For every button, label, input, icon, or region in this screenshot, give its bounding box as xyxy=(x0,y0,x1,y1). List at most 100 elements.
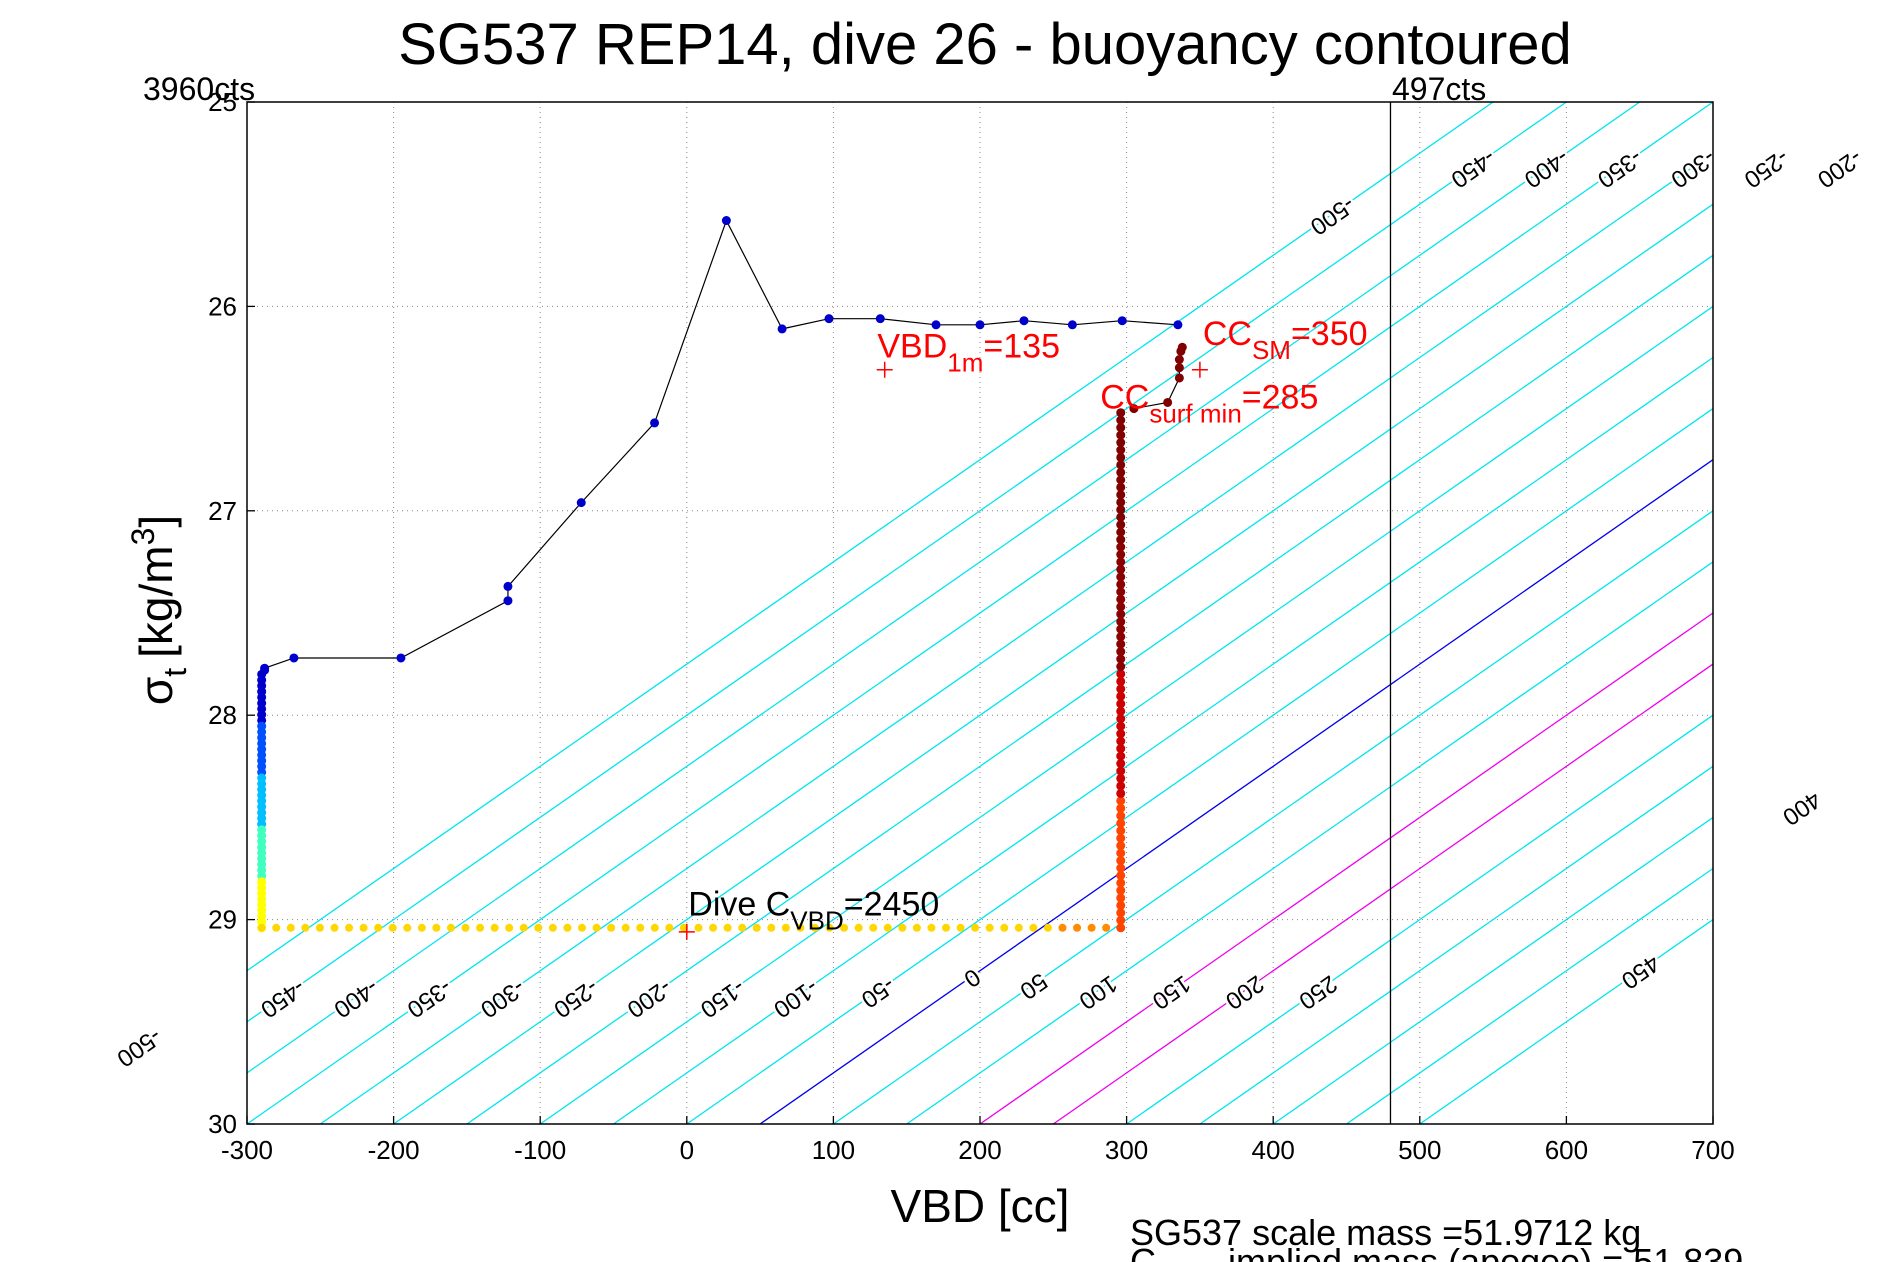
contour-label-top--250: -250 xyxy=(1739,144,1794,194)
ascent-point xyxy=(1116,766,1126,776)
dive-trace-point xyxy=(503,596,513,606)
contour-line--450 xyxy=(247,102,1567,1023)
ascent-point xyxy=(1116,878,1126,888)
ascent-point xyxy=(1116,803,1126,813)
contour-label-bottom--100: -100 xyxy=(769,973,824,1023)
contour-line-400 xyxy=(1346,867,1713,1124)
dive-trace-point xyxy=(289,653,299,663)
footer-scale-mass: SG537 scale mass =51.9712 kg xyxy=(1130,1212,1641,1253)
contour-line--350 xyxy=(247,102,1713,1124)
contour-label-bottom-150: 150 xyxy=(1147,970,1195,1015)
y-axis-label-close: ] xyxy=(130,515,182,528)
contour-line--150 xyxy=(539,305,1713,1124)
bottom-point xyxy=(534,923,543,932)
contour-label-bottom--50: -50 xyxy=(856,971,900,1013)
ascent-point xyxy=(1116,661,1126,671)
bottom-point xyxy=(1014,923,1023,932)
contour-line-50 xyxy=(833,510,1713,1124)
bottom-point xyxy=(476,923,485,932)
y-tick-label: 28 xyxy=(208,700,237,730)
ascent-point xyxy=(1116,818,1126,828)
bottom-point xyxy=(752,923,761,932)
bottom-point xyxy=(1043,923,1052,932)
dive-trace-point xyxy=(975,320,985,330)
y-tick-label: 26 xyxy=(208,291,237,321)
bottom-point xyxy=(374,923,383,932)
bottom-point xyxy=(315,923,324,932)
ascent-point xyxy=(1116,811,1126,821)
bottom-point xyxy=(1073,923,1082,932)
ascent-point xyxy=(1116,885,1126,895)
surface-cluster-point xyxy=(1129,404,1139,414)
bottom-point xyxy=(927,923,936,932)
cc-sm-marker xyxy=(1191,361,1208,378)
bottom-point xyxy=(679,923,688,932)
y-axis-label-sub: t xyxy=(157,668,193,677)
bottom-point xyxy=(1102,923,1111,932)
ascent-point xyxy=(1116,497,1126,507)
ascent-point xyxy=(1116,796,1126,806)
contour-label-top--150: -150 xyxy=(1886,144,1891,194)
ascent-point xyxy=(1116,684,1126,694)
bottom-point xyxy=(665,923,674,932)
contour-line--400 xyxy=(247,102,1641,1074)
bottom-point xyxy=(854,923,863,932)
contour-line-0 xyxy=(759,458,1713,1124)
y-tick-label: 30 xyxy=(208,1109,237,1139)
ascent-point xyxy=(1116,788,1126,798)
ascent-point xyxy=(1116,572,1126,582)
ascent-point xyxy=(1116,632,1126,642)
contour-label-bottom--350: -350 xyxy=(402,973,457,1023)
x-tick-label: 200 xyxy=(958,1135,1001,1165)
contour-label-bottom--450: -450 xyxy=(255,973,310,1023)
bottom-point xyxy=(272,923,281,932)
surface-cluster-point xyxy=(1174,373,1184,383)
bottom-point xyxy=(330,923,339,932)
footer-implied-mass: C implied mass (apogee) = 51.839 xyxy=(1130,1241,1743,1262)
surface-cluster-point xyxy=(1163,397,1173,407)
contour-line--200 xyxy=(466,254,1713,1124)
y-axis-label: σt [kg/m3] xyxy=(125,515,193,705)
bottom-point xyxy=(723,923,732,932)
dive-c-vbd-marker xyxy=(678,923,695,940)
contour-line--250 xyxy=(393,203,1713,1124)
surface-cluster-point xyxy=(1177,342,1187,352)
ascent-point xyxy=(1116,475,1126,485)
contour-label-bottom--250: -250 xyxy=(549,973,604,1023)
ascent-point xyxy=(1116,408,1126,418)
ascent-point xyxy=(1116,594,1126,604)
surface-cluster-point xyxy=(1174,355,1184,365)
ascent-point xyxy=(1116,871,1126,881)
contour-label-top--500: -500 xyxy=(1305,191,1360,241)
contour-label-bottom--200: -200 xyxy=(622,973,677,1023)
bottom-point xyxy=(607,923,616,932)
bottom-point xyxy=(840,923,849,932)
ascent-point xyxy=(1116,430,1126,440)
bottom-point xyxy=(1029,923,1038,932)
ascent-point xyxy=(1116,721,1126,731)
x-tick-label: 500 xyxy=(1398,1135,1441,1165)
contour-label-bottom--500: -500 xyxy=(112,1022,167,1072)
bottom-point xyxy=(301,923,310,932)
x-tick-label: 0 xyxy=(680,1135,694,1165)
contour-label-bottom--150: -150 xyxy=(695,973,750,1023)
ascent-point xyxy=(1116,460,1126,470)
bottom-point xyxy=(796,923,805,932)
bottom-point xyxy=(738,923,747,932)
contour-line--500 xyxy=(247,102,1494,972)
ascent-point xyxy=(1116,527,1126,537)
bottom-point xyxy=(767,923,776,932)
vbd-1m-marker xyxy=(876,361,893,378)
ascent-point xyxy=(1116,773,1126,783)
bottom-point xyxy=(403,923,412,932)
ascent-point xyxy=(1116,445,1126,455)
x-tick-label: 300 xyxy=(1105,1135,1148,1165)
bottom-point xyxy=(985,923,994,932)
contour-line--300 xyxy=(319,152,1713,1124)
y-tick-label: 29 xyxy=(208,905,237,935)
contour-line-100 xyxy=(906,561,1713,1124)
ascent-point xyxy=(1116,781,1126,791)
ascent-point xyxy=(1116,826,1126,836)
dive-trace-point xyxy=(650,418,660,428)
bottom-point xyxy=(1000,923,1009,932)
